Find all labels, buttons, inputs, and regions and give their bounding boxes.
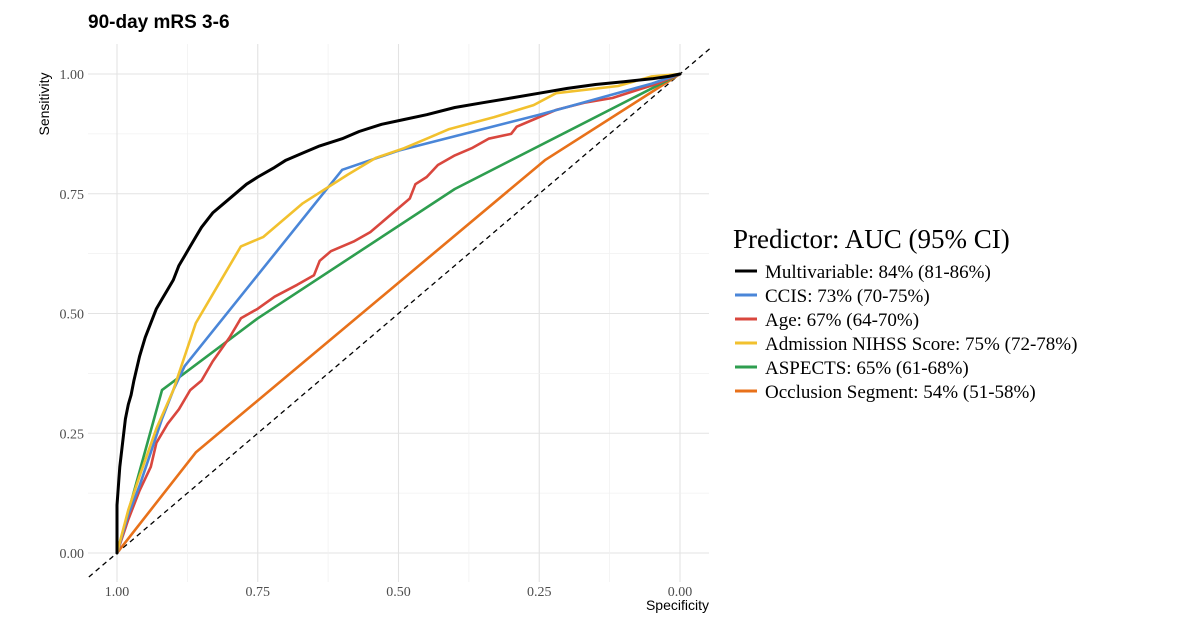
y-tick-label: 1.00 [60,68,85,83]
x-tick-label: 0.00 [668,585,693,600]
legend-label-3: Admission NIHSS Score: 75% (72-78%) [765,334,1077,355]
legend-label-2: Age: 67% (64-70%) [765,310,919,331]
series-line-2 [115,72,682,555]
x-tick-label: 0.50 [386,585,411,600]
y-tick-label: 0.25 [60,427,85,442]
series-lines [115,72,682,555]
reference-diagonal [88,47,712,578]
legend-title: Predictor: AUC (95% CI) [733,224,1010,254]
legend-label-1: CCIS: 73% (70-75%) [765,286,930,307]
y-tick-label: 0.50 [60,308,85,323]
series-line-3 [115,72,682,555]
series-line-4 [115,72,682,555]
legend: Predictor: AUC (95% CI) Multivariable: 8… [733,224,1077,403]
series-line-0 [115,72,682,555]
series-line-1 [115,72,682,555]
y-tick-label: 0.00 [60,547,85,562]
y-tick-labels: 0.00 0.25 0.50 0.75 1.00 [60,68,85,562]
legend-label-0: Multivariable: 84% (81-86%) [765,262,991,283]
x-tick-label: 1.00 [105,585,130,600]
legend-label-5: Occlusion Segment: 54% (51-58%) [765,382,1036,403]
x-axis-title: Specificity [646,597,709,613]
chart-title: 90-day mRS 3-6 [88,12,230,33]
legend-label-4: ASPECTS: 65% (61-68%) [765,358,969,379]
x-tick-label: 0.25 [527,585,552,600]
grid [88,44,709,582]
x-tick-label: 0.75 [246,585,271,600]
x-tick-labels: 1.00 0.75 0.50 0.25 0.00 [105,585,693,600]
y-tick-label: 0.75 [60,188,85,203]
y-axis-title: Sensitivity [36,72,52,135]
series-line-5 [115,72,682,555]
